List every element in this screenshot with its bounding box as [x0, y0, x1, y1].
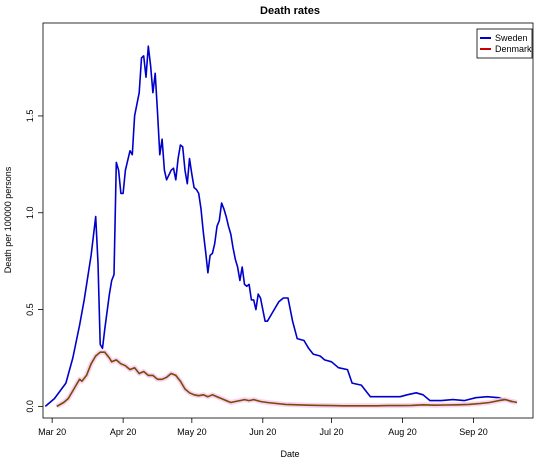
legend-box	[476, 28, 533, 59]
y-tick-label: 0.0	[25, 400, 35, 413]
x-tick-label: Apr 20	[110, 427, 137, 437]
x-tick-label: Aug 20	[388, 427, 417, 437]
x-tick-label: Mar 20	[38, 427, 66, 437]
series-line-denmark	[56, 351, 518, 408]
y-axis-label: Death per 100000 persons	[3, 166, 13, 273]
series-halo-denmark	[55, 349, 518, 409]
x-tick-label: Jun 20	[249, 427, 276, 437]
legend: Sweden Denmark	[476, 28, 533, 59]
series-lines	[44, 45, 518, 409]
plot-frame	[42, 22, 534, 419]
series-line-sweden	[44, 45, 513, 408]
x-tick-label: May 20	[177, 427, 207, 437]
y-tick-label: 1.5	[25, 110, 35, 123]
chart-title: Death rates	[260, 5, 320, 17]
y-tick-label: 1.0	[25, 206, 35, 219]
legend-label-sweden: Sweden	[495, 33, 528, 43]
x-tick-label: Jul 20	[319, 427, 343, 437]
x-axis: Mar 20 Apr 20 May 20 Jun 20 Jul 20 Aug 20 Sep …	[38, 418, 488, 437]
y-tick-label: 0.5	[25, 303, 35, 316]
y-axis: 0.0 0.5 1.0 1.5	[25, 110, 43, 413]
legend-label-denmark: Denmark	[495, 44, 532, 54]
x-tick-label: Sep 20	[459, 427, 488, 437]
x-axis-label: Date	[280, 449, 299, 459]
